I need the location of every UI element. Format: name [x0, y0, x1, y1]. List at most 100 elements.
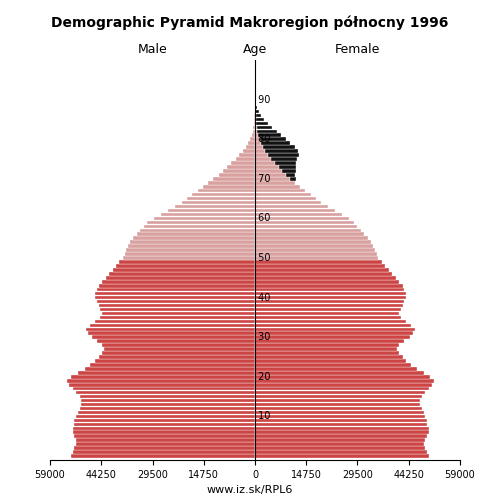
- Bar: [255, 403, 420, 406]
- Bar: [243, 150, 255, 153]
- Bar: [240, 154, 255, 157]
- Bar: [255, 434, 427, 438]
- Bar: [82, 403, 255, 406]
- Bar: [154, 216, 255, 220]
- Bar: [255, 387, 428, 390]
- Bar: [255, 430, 428, 434]
- Bar: [218, 173, 255, 176]
- Bar: [255, 272, 392, 276]
- Bar: [208, 181, 255, 184]
- Bar: [69, 383, 255, 386]
- Bar: [255, 138, 260, 141]
- Bar: [255, 340, 404, 343]
- Bar: [88, 332, 255, 335]
- Bar: [255, 442, 424, 446]
- Bar: [255, 276, 396, 280]
- Bar: [255, 363, 412, 366]
- Bar: [255, 240, 372, 244]
- Bar: [255, 220, 354, 224]
- Bar: [227, 165, 255, 168]
- Bar: [98, 284, 255, 288]
- Bar: [255, 177, 290, 180]
- Bar: [95, 320, 255, 323]
- Bar: [100, 308, 255, 312]
- Bar: [255, 296, 406, 300]
- Bar: [144, 224, 255, 228]
- Bar: [76, 442, 255, 446]
- Bar: [272, 157, 297, 161]
- Bar: [68, 379, 255, 382]
- Bar: [90, 363, 255, 366]
- Bar: [255, 216, 349, 220]
- Bar: [255, 122, 256, 125]
- Bar: [255, 228, 361, 232]
- Bar: [255, 332, 413, 335]
- Bar: [255, 256, 378, 260]
- Bar: [255, 173, 286, 176]
- Bar: [74, 418, 255, 422]
- Bar: [255, 205, 328, 208]
- Bar: [182, 201, 255, 204]
- Bar: [255, 244, 373, 248]
- Bar: [214, 177, 255, 180]
- Bar: [255, 379, 434, 382]
- Bar: [255, 157, 272, 161]
- Bar: [255, 399, 420, 402]
- Bar: [203, 185, 255, 188]
- Bar: [161, 212, 255, 216]
- Bar: [72, 430, 255, 434]
- Bar: [255, 146, 263, 149]
- Bar: [255, 118, 256, 121]
- Bar: [97, 340, 255, 343]
- Bar: [258, 134, 281, 137]
- Bar: [255, 406, 422, 410]
- Bar: [254, 122, 255, 125]
- Text: 60: 60: [255, 214, 270, 224]
- Bar: [255, 391, 426, 394]
- Bar: [255, 98, 256, 102]
- Bar: [255, 161, 275, 165]
- Bar: [246, 146, 255, 149]
- Bar: [255, 371, 424, 374]
- Bar: [255, 197, 316, 200]
- Bar: [254, 114, 255, 117]
- Bar: [258, 130, 276, 133]
- Bar: [95, 292, 255, 296]
- Bar: [102, 280, 255, 283]
- Bar: [255, 114, 256, 117]
- Bar: [261, 142, 290, 145]
- Bar: [290, 177, 296, 180]
- Bar: [78, 410, 255, 414]
- Bar: [255, 252, 376, 256]
- Text: 20: 20: [255, 372, 270, 382]
- Bar: [255, 154, 268, 157]
- Bar: [92, 336, 255, 339]
- Bar: [278, 165, 296, 168]
- Bar: [255, 308, 401, 312]
- Bar: [72, 387, 255, 390]
- Bar: [255, 130, 258, 133]
- Text: Demographic Pyramid Makroregion północny 1996: Demographic Pyramid Makroregion północny…: [52, 15, 448, 30]
- Bar: [123, 256, 255, 260]
- Bar: [255, 248, 375, 252]
- Bar: [130, 240, 255, 244]
- Bar: [175, 205, 255, 208]
- Bar: [134, 236, 255, 240]
- Bar: [256, 114, 262, 117]
- Bar: [140, 228, 255, 232]
- Bar: [116, 264, 255, 268]
- Bar: [255, 260, 382, 264]
- Bar: [74, 422, 255, 426]
- Bar: [124, 252, 255, 256]
- Bar: [223, 169, 255, 172]
- Bar: [255, 181, 295, 184]
- Bar: [260, 138, 285, 141]
- Bar: [98, 355, 255, 359]
- Bar: [255, 169, 282, 172]
- Bar: [255, 422, 427, 426]
- Bar: [255, 232, 364, 236]
- Bar: [137, 232, 255, 236]
- Text: 80: 80: [255, 134, 270, 144]
- Text: 30: 30: [255, 332, 270, 342]
- Bar: [255, 189, 306, 192]
